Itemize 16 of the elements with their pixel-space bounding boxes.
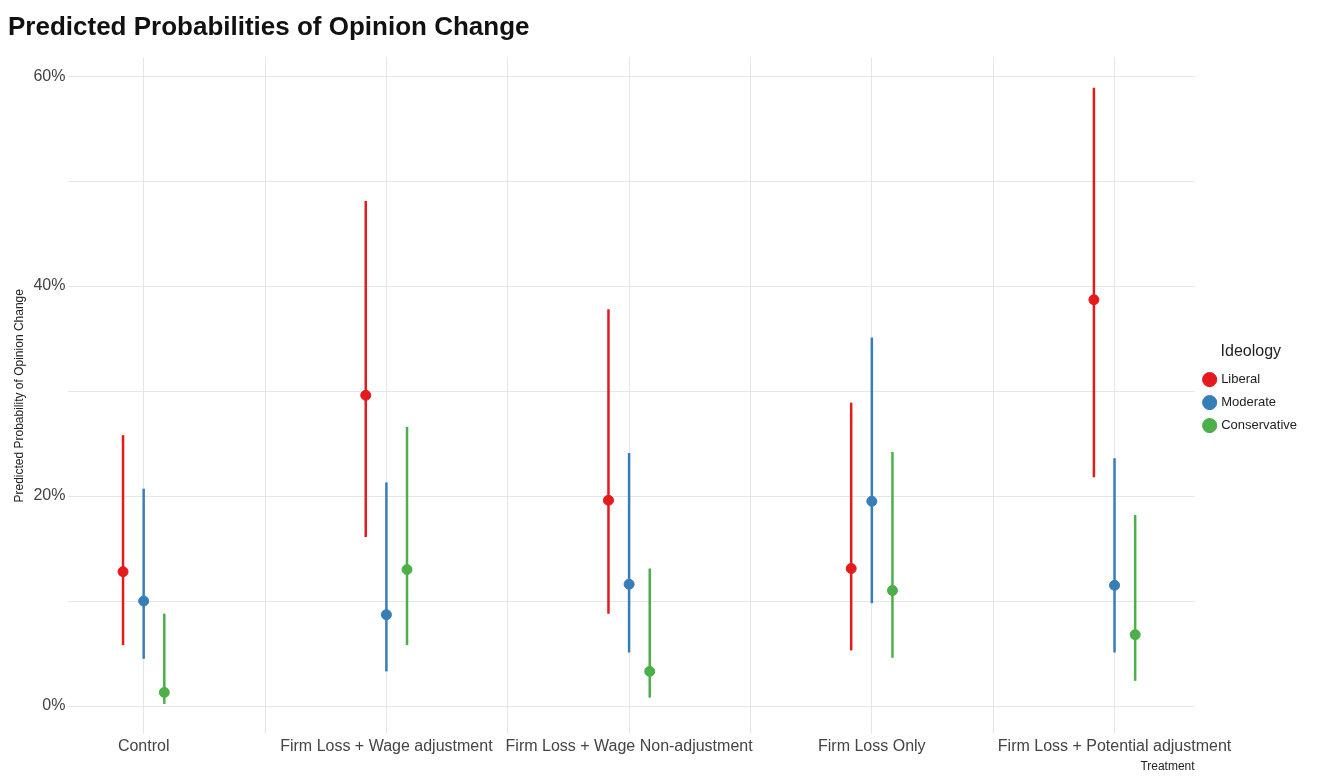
legend-label: Conservative xyxy=(1221,417,1298,433)
x-tick-label: Firm Loss + Wage adjustment xyxy=(280,737,494,755)
x-tick-label: Firm Loss + Potential adjustment xyxy=(997,737,1232,755)
x-tick-label: Firm Loss Only xyxy=(818,737,926,755)
x-axis-title: Treatment xyxy=(1140,759,1196,774)
y-tick-label: 60% xyxy=(33,66,66,84)
y-tick-label: 20% xyxy=(33,486,66,504)
x-tick-label: Firm Loss + Wage Non-adjustment xyxy=(505,737,754,755)
chart-title: Predicted Probabilities of Opinion Change xyxy=(8,10,530,41)
y-tick-label: 40% xyxy=(33,276,66,294)
legend-title: Ideology xyxy=(1220,342,1282,360)
legend-label: Liberal xyxy=(1221,371,1261,387)
y-tick-label: 0% xyxy=(42,696,66,714)
y-axis-title: Predicted Probability of Opinion Change xyxy=(11,288,26,503)
legend-label: Moderate xyxy=(1221,394,1277,410)
x-tick-label: Control xyxy=(117,737,170,755)
